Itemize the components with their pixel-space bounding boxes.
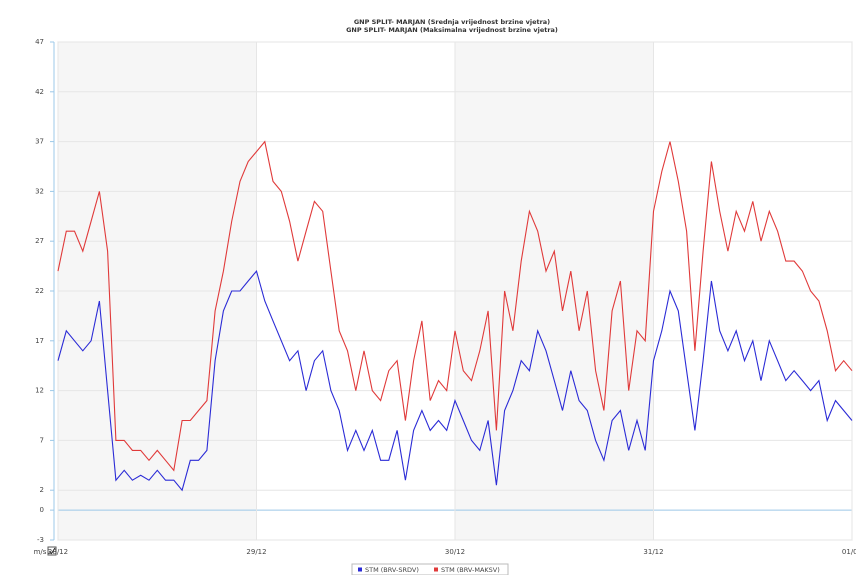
y-tick-label: 7 xyxy=(40,436,44,444)
x-tick-label: 01/01 xyxy=(842,548,856,556)
x-tick-label: 31/12 xyxy=(643,548,663,556)
y-tick-label: 32 xyxy=(35,187,44,195)
y-tick-label: 22 xyxy=(35,287,44,295)
legend-swatch xyxy=(434,567,438,572)
checkbox[interactable] xyxy=(47,546,57,556)
y-tick-label: 12 xyxy=(35,387,44,395)
legend-label: STM (BRV-SRDV) xyxy=(365,566,419,574)
y-tick-label: 42 xyxy=(35,88,44,96)
y-tick-label: 27 xyxy=(35,237,44,245)
chart-title: GNP SPLIT- MARJAN (Maksimalna vrijednost… xyxy=(346,26,558,34)
legend-label: STM (BRV-MAKSV) xyxy=(441,566,500,574)
series-line xyxy=(57,269,853,492)
x-tick-label: 29/12 xyxy=(246,548,266,556)
legend xyxy=(351,563,509,575)
y-tick-label: 47 xyxy=(35,38,44,46)
y-tick-label: -3 xyxy=(37,536,44,544)
legend-swatch xyxy=(358,567,362,572)
y-tick-label: 37 xyxy=(35,138,44,146)
y-unit: m/s xyxy=(34,548,47,556)
chart-title: GNP SPLIT- MARJAN (Srednja vrijednost br… xyxy=(354,18,550,26)
y-tick-label: 2 xyxy=(40,486,44,494)
series-line xyxy=(57,140,853,472)
y-tick-label: 0 xyxy=(40,506,44,514)
x-tick-label: 28/12 xyxy=(48,548,68,556)
x-tick-label: 30/12 xyxy=(445,548,465,556)
checkmark xyxy=(49,547,56,555)
y-tick-label: 17 xyxy=(35,337,44,345)
